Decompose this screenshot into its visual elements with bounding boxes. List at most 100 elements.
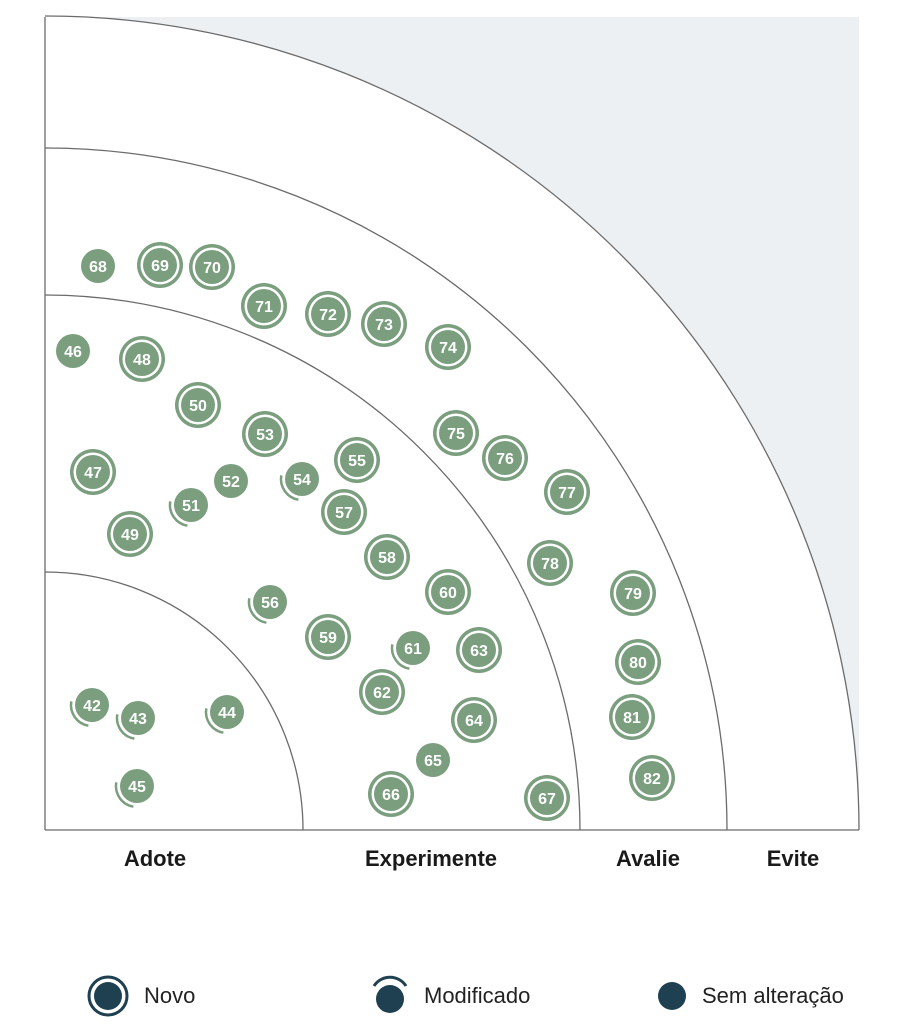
blip-dot — [311, 620, 345, 654]
blip-dot — [81, 249, 115, 283]
blip-51[interactable]: 51 — [168, 488, 208, 527]
blip-number: 49 — [121, 527, 139, 544]
blip-number: 45 — [128, 779, 146, 796]
blip-number: 48 — [133, 352, 151, 369]
blip-74[interactable]: 74 — [425, 324, 471, 370]
blip-dot — [181, 388, 215, 422]
blip-79[interactable]: 79 — [610, 570, 656, 616]
legend-label-modificado: Modificado — [424, 983, 531, 1008]
blip-77[interactable]: 77 — [544, 469, 590, 515]
blip-dot — [533, 546, 567, 580]
blip-modified-arc — [115, 714, 135, 740]
blip-48[interactable]: 48 — [119, 336, 165, 382]
blip-66[interactable]: 66 — [368, 771, 414, 817]
blip-dot — [367, 307, 401, 341]
blip-number: 76 — [496, 451, 514, 468]
legend: Novo Modificado Sem alteração — [0, 975, 904, 1018]
blip-42[interactable]: 42 — [69, 688, 109, 727]
blip-73[interactable]: 73 — [361, 301, 407, 347]
blip-70[interactable]: 70 — [189, 244, 235, 290]
blip-modified-arc — [69, 701, 89, 727]
blip-46[interactable]: 46 — [56, 334, 90, 368]
blip-53[interactable]: 53 — [242, 411, 288, 457]
blip-dot — [431, 330, 465, 364]
blip-number: 46 — [64, 344, 82, 361]
blip-dot — [374, 777, 408, 811]
blip-number: 72 — [319, 307, 337, 324]
blip-71[interactable]: 71 — [241, 283, 287, 329]
blip-43[interactable]: 43 — [115, 701, 155, 740]
blip-81[interactable]: 81 — [609, 694, 655, 740]
blip-44[interactable]: 44 — [204, 695, 244, 734]
blip-modified-arc — [168, 501, 188, 527]
new-ring-icon — [87, 975, 129, 1017]
blip-number: 58 — [378, 550, 396, 567]
blip-58[interactable]: 58 — [364, 534, 410, 580]
blip-dot — [56, 334, 90, 368]
blip-number: 63 — [470, 643, 488, 660]
blip-54[interactable]: 54 — [279, 462, 319, 501]
blip-dot — [253, 585, 287, 619]
blip-60[interactable]: 60 — [425, 569, 471, 615]
blip-47[interactable]: 47 — [70, 449, 116, 495]
blip-dot — [174, 488, 208, 522]
blip-63[interactable]: 63 — [456, 627, 502, 673]
blip-61[interactable]: 61 — [390, 631, 430, 670]
blip-number: 77 — [558, 485, 576, 502]
blip-56[interactable]: 56 — [247, 585, 287, 624]
blip-dot — [327, 495, 361, 529]
blip-dot — [143, 248, 177, 282]
blip-64[interactable]: 64 — [451, 697, 497, 743]
blip-65[interactable]: 65 — [416, 743, 450, 777]
blip-dot — [365, 675, 399, 709]
blip-number: 73 — [375, 317, 393, 334]
blip-number: 53 — [256, 427, 274, 444]
ring-label-4: Evite — [766, 846, 820, 871]
blip-number: 64 — [465, 713, 483, 730]
blip-dot — [214, 464, 248, 498]
blip-67[interactable]: 67 — [524, 775, 570, 821]
blip-number: 80 — [629, 655, 647, 672]
blip-number: 54 — [293, 472, 311, 489]
blip-number: 44 — [218, 705, 236, 722]
ring-arc-3 — [44, 147, 728, 831]
ring-arc-4 — [44, 15, 860, 831]
blip-dot — [370, 540, 404, 574]
blip-68[interactable]: 68 — [81, 249, 115, 283]
blip-modified-arc — [114, 782, 134, 808]
blip-dot — [615, 700, 649, 734]
legend-label-novo: Novo — [144, 983, 196, 1008]
blip-72[interactable]: 72 — [305, 291, 351, 337]
blip-dot — [488, 441, 522, 475]
blip-dot — [340, 443, 374, 477]
blip-number: 60 — [439, 585, 457, 602]
blip-number: 61 — [404, 641, 422, 658]
blip-45[interactable]: 45 — [114, 769, 154, 808]
blip-dot — [431, 575, 465, 609]
modified-arc-icon — [372, 975, 408, 1013]
blip-76[interactable]: 76 — [482, 435, 528, 481]
blip-dot — [635, 761, 669, 795]
blip-dot — [120, 769, 154, 803]
blip-82[interactable]: 82 — [629, 755, 675, 801]
blip-50[interactable]: 50 — [175, 382, 221, 428]
blip-dot — [285, 462, 319, 496]
blip-number: 75 — [447, 426, 465, 443]
blip-55[interactable]: 55 — [334, 437, 380, 483]
blip-number: 70 — [203, 260, 221, 277]
blip-59[interactable]: 59 — [305, 614, 351, 660]
blip-57[interactable]: 57 — [321, 489, 367, 535]
blip-69[interactable]: 69 — [137, 242, 183, 288]
blip-dot — [396, 631, 430, 665]
blip-49[interactable]: 49 — [107, 511, 153, 557]
blip-dot — [125, 342, 159, 376]
blip-80[interactable]: 80 — [615, 639, 661, 685]
blip-75[interactable]: 75 — [433, 410, 479, 456]
blip-modified-arc — [279, 475, 299, 501]
blip-dot — [462, 633, 496, 667]
blip-78[interactable]: 78 — [527, 540, 573, 586]
blip-52[interactable]: 52 — [214, 464, 248, 498]
blip-number: 43 — [129, 711, 147, 728]
blip-dot — [113, 517, 147, 551]
blip-62[interactable]: 62 — [359, 669, 405, 715]
